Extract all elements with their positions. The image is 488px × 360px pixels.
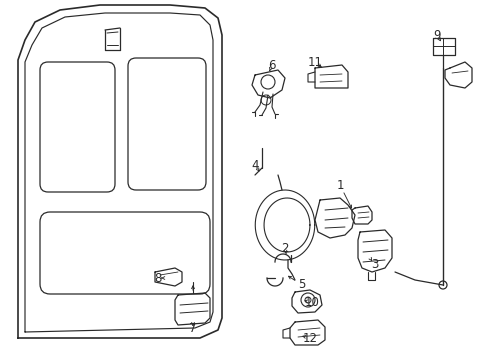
Text: 10: 10 xyxy=(304,296,319,309)
Text: 4: 4 xyxy=(251,158,258,171)
Text: 5: 5 xyxy=(298,279,305,292)
Text: 6: 6 xyxy=(268,59,275,72)
Text: 2: 2 xyxy=(281,242,288,255)
Text: 12: 12 xyxy=(302,332,317,345)
Text: 9: 9 xyxy=(432,28,440,41)
Text: 11: 11 xyxy=(307,55,322,68)
Text: 1: 1 xyxy=(336,179,343,192)
Text: 8: 8 xyxy=(154,271,162,284)
Text: 3: 3 xyxy=(370,258,378,271)
Text: 7: 7 xyxy=(189,321,196,334)
